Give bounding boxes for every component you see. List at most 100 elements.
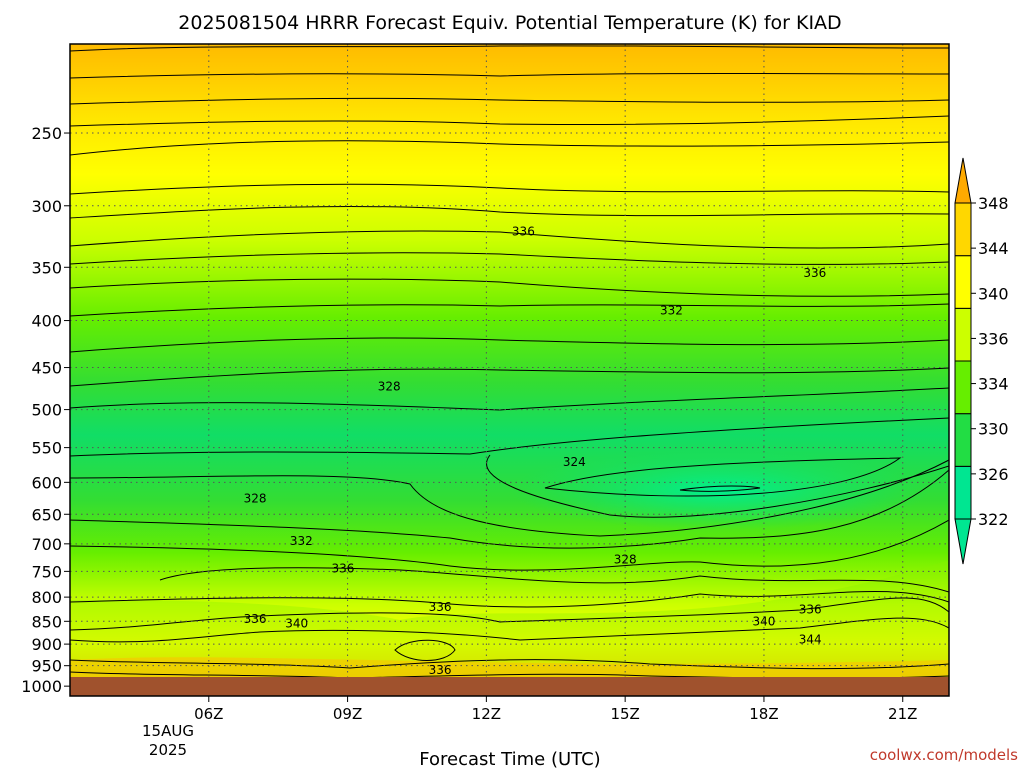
contour-label-text: 328 bbox=[378, 380, 401, 394]
contour-label-text: 324 bbox=[563, 455, 586, 469]
contour-label: 336 bbox=[331, 562, 354, 576]
contour-line bbox=[70, 97, 949, 105]
contour-label-text: 332 bbox=[290, 534, 313, 548]
contour-line bbox=[70, 590, 949, 608]
x-tick-label: 09Z bbox=[333, 705, 362, 723]
contour-label: 344 bbox=[799, 633, 822, 647]
contour-label-text: 336 bbox=[512, 225, 535, 239]
contour-line bbox=[70, 659, 949, 670]
colorbar-tick-label: 340 bbox=[978, 284, 1009, 303]
contour-line bbox=[486, 454, 949, 518]
contour-line bbox=[70, 183, 949, 195]
colorbar-segment bbox=[954, 465, 972, 520]
contour-label-text: 336 bbox=[429, 663, 452, 677]
y-tick-label: 800 bbox=[31, 588, 62, 607]
y-tick-label: 450 bbox=[31, 359, 62, 378]
chart-title: 2025081504 HRRR Forecast Equiv. Potentia… bbox=[178, 12, 841, 34]
colorbar-segment bbox=[954, 413, 972, 467]
contour-line bbox=[70, 115, 949, 127]
colorbar: 322 326 330 334 336 340 344 348 bbox=[954, 157, 1009, 565]
y-tick-label: 600 bbox=[31, 473, 62, 492]
contour-label-text: 336 bbox=[799, 602, 822, 616]
contour-line bbox=[70, 417, 949, 457]
contour-line bbox=[70, 140, 949, 156]
contour-label: 336 bbox=[803, 266, 826, 280]
x-tick-label: 18Z bbox=[749, 705, 778, 723]
contour-line bbox=[544, 457, 902, 497]
y-tick-label: 950 bbox=[31, 657, 62, 676]
colorbar-tick-label: 322 bbox=[978, 510, 1009, 529]
contour-label-text: 340 bbox=[752, 614, 775, 628]
contour-label-text: 336 bbox=[331, 562, 354, 576]
contour-line bbox=[70, 459, 949, 537]
y-tick-label: 700 bbox=[31, 535, 62, 554]
contour-line bbox=[70, 205, 949, 219]
y-axis-ticks: 250 300 350 400 450 500 550 600 650 700 750 800 850 9… bbox=[21, 124, 70, 696]
contour-label: 340 bbox=[752, 614, 775, 628]
contour-label-text: 336 bbox=[429, 600, 452, 614]
contour-label-text: 340 bbox=[285, 617, 308, 631]
colorbar-segment bbox=[954, 307, 972, 362]
date-label-day: 15AUG bbox=[142, 722, 194, 740]
y-tick-label: 300 bbox=[31, 197, 62, 216]
contour-line bbox=[70, 230, 949, 249]
x-tick-label: 12Z bbox=[472, 705, 501, 723]
contour-label: 332 bbox=[660, 303, 683, 317]
plot-frame bbox=[69, 43, 950, 697]
colorbar-tick-label: 334 bbox=[978, 375, 1009, 394]
moist-core bbox=[510, 450, 930, 530]
contour-line bbox=[70, 278, 949, 297]
x-tick-label: 21Z bbox=[888, 705, 917, 723]
date-label-year: 2025 bbox=[149, 741, 187, 759]
contour-line bbox=[70, 73, 949, 79]
colorbar-tick-label: 330 bbox=[978, 420, 1009, 439]
x-tick-label: 06Z bbox=[194, 705, 223, 723]
contour-line bbox=[70, 252, 949, 265]
colorbar-tick-label: 344 bbox=[978, 239, 1009, 258]
colorbar-bottom-arrow bbox=[954, 518, 972, 565]
contour-label: 324 bbox=[563, 455, 586, 469]
contour-label: 336 bbox=[429, 663, 452, 677]
credit-text: coolwx.com/models bbox=[870, 746, 1018, 764]
colorbar-tick-label: 348 bbox=[978, 194, 1009, 213]
contour-line bbox=[394, 639, 456, 661]
x-tick-label: 15Z bbox=[610, 705, 639, 723]
contour-label-text: 336 bbox=[803, 266, 826, 280]
y-tick-label: 850 bbox=[31, 612, 62, 631]
contour-label: 328 bbox=[244, 492, 267, 506]
contour-line bbox=[70, 337, 949, 353]
colorbar-top-arrow bbox=[954, 157, 972, 204]
y-tick-label: 250 bbox=[31, 124, 62, 143]
x-axis-label: Forecast Time (UTC) bbox=[419, 749, 600, 768]
theta-e-field bbox=[70, 44, 949, 696]
colorbar-tick-label: 326 bbox=[978, 465, 1009, 484]
contour-line bbox=[70, 469, 949, 549]
x-axis-ticks: 06Z 09Z 12Z 15Z 18Z 21Z bbox=[194, 696, 917, 723]
surface-ground bbox=[70, 677, 949, 696]
contour-label-text: 332 bbox=[660, 303, 683, 317]
contour-label: 336 bbox=[429, 600, 452, 614]
y-tick-label: 400 bbox=[31, 312, 62, 331]
x-gridlines bbox=[208, 44, 904, 696]
contour-label: 336 bbox=[512, 225, 535, 239]
contour-label-text: 336 bbox=[244, 612, 267, 626]
contour-label: 336 bbox=[244, 612, 267, 626]
contour-label-text: 328 bbox=[614, 552, 637, 566]
contour-labels: 336 336 332 328 324 328 332 336 328 336 336 340 340 3… bbox=[244, 225, 827, 677]
contour-line bbox=[70, 367, 949, 387]
contour-line bbox=[70, 597, 949, 631]
contour-line bbox=[70, 45, 949, 52]
y-tick-label: 900 bbox=[31, 635, 62, 654]
colorbar-segment bbox=[954, 255, 972, 309]
y-tick-label: 500 bbox=[31, 401, 62, 420]
colorbar-tick-label: 336 bbox=[978, 329, 1009, 348]
contour-line bbox=[70, 519, 949, 571]
y-gridlines bbox=[70, 132, 949, 687]
y-tick-label: 350 bbox=[31, 258, 62, 277]
contour-line bbox=[679, 485, 761, 492]
contour-label-text: 344 bbox=[799, 633, 822, 647]
y-tick-label: 650 bbox=[31, 505, 62, 524]
contour-line bbox=[159, 567, 949, 593]
contour-label: 336 bbox=[799, 602, 822, 616]
